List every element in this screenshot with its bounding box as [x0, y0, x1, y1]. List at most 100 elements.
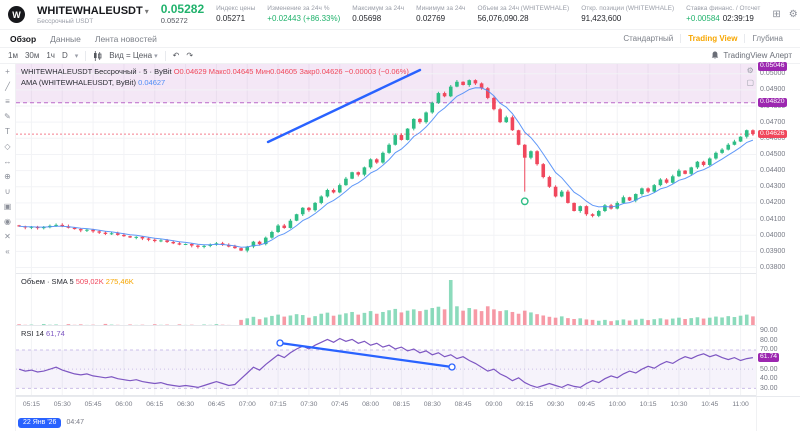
stat-open-interest: Откр. позиции (WHITEWHALE) 91,423,600: [581, 5, 675, 23]
time-axis-label: 08:30: [423, 401, 441, 408]
tab-overview[interactable]: Обзор: [10, 33, 37, 44]
rsi-axis-label: 70.00: [760, 346, 778, 354]
tool-remove-drawings-icon[interactable]: ✕: [4, 232, 11, 241]
time-axis-label: 07:00: [238, 401, 256, 408]
tool-magnet-icon[interactable]: ∪: [4, 187, 11, 196]
time-axis-label: 11:00: [732, 401, 749, 408]
timeframe-more-chevron-icon[interactable]: ▾: [74, 52, 79, 60]
toolbar-divider: [164, 50, 166, 61]
gear-icon[interactable]: ⚙: [788, 9, 798, 20]
go-to-date-badge[interactable]: 22 Янв '26: [18, 417, 62, 428]
time-axis-label: 07:30: [300, 401, 318, 408]
tool-crosshair-icon[interactable]: +: [5, 67, 10, 76]
ama-legend: AMA (WHITEWHALEUSDT, ByBit) 0.04627: [21, 78, 166, 87]
chevron-down-icon: ▾: [144, 6, 149, 16]
time-axis-label: 10:45: [701, 401, 719, 408]
time-axis-label: 06:30: [177, 401, 195, 408]
time-axis-label: 06:00: [115, 401, 133, 408]
volume-legend: Объем · SMA 5 509,02K 275,46K: [21, 277, 134, 286]
toolbar-divider: [85, 50, 87, 61]
price-axis-label: 0.04000: [760, 231, 786, 239]
tool-brush-icon[interactable]: ✎: [4, 112, 11, 121]
axis-separator: [756, 396, 800, 397]
price-axis-label: 0.03900: [760, 247, 786, 255]
tool-text-tool-icon[interactable]: T: [5, 127, 10, 136]
layout-grid-icon[interactable]: ⊞: [772, 9, 781, 20]
stat-index-price: Индекс цены 0.05271: [216, 5, 256, 23]
time-axis[interactable]: 05:15 05:30 05:45 06:00 06:15 06:30 06:45 07:00…: [16, 396, 756, 414]
stat-24h-low: Минимум за 24ч 0.02769: [416, 5, 466, 23]
legend-symbol: WHITEWHALEUSDT Бессрочный · 5 · ByBit: [21, 67, 172, 76]
time-axis-label: 09:00: [485, 401, 503, 408]
tradingview-alert-button[interactable]: TradingView Алерт: [711, 51, 792, 60]
chevron-down-icon: ▾: [154, 52, 158, 60]
chart-plot[interactable]: 05:15 05:30 05:45 06:00 06:15 06:30 06:45 07:00…: [16, 64, 756, 431]
view-tabs: Обзор Данные Лента новостей Стандартный …: [0, 30, 800, 48]
time-axis-label: 09:30: [547, 401, 565, 408]
time-axis-label: 06:45: [207, 401, 225, 408]
price-axis-label: 0.04200: [760, 199, 786, 207]
price-axis-label: 0.04100: [760, 215, 786, 223]
timeframe-1m[interactable]: 1м: [8, 51, 18, 60]
mark-price: 0.05272: [160, 16, 188, 26]
tool-measure-icon[interactable]: ↔: [3, 157, 12, 166]
coin-logo: W: [8, 6, 25, 23]
funding-countdown: 02:39:19: [722, 13, 754, 23]
rsi-axis-label: 40.00: [760, 375, 778, 383]
time-axis-label: 10:30: [670, 401, 688, 408]
time-axis-label: 10:15: [639, 401, 657, 408]
tool-trend-line-icon[interactable]: ╱: [5, 82, 10, 91]
symbol-header: W WHITEWHALEUSDT ▾ Бессрочный USDT 0.0528…: [0, 0, 800, 30]
chart-toolbar: 1м 30м 1ч D ▾ Вид = Цена ▾ ↶ ↷ TradingVi…: [0, 48, 800, 64]
tool-zoom-in-icon[interactable]: ⊕: [4, 172, 11, 181]
price-axis-label: 0.03800: [760, 264, 786, 272]
timeframe-30m[interactable]: 30м: [24, 51, 40, 60]
last-price-block: 0.05282 0.05272: [160, 2, 204, 26]
style-selector[interactable]: Вид = Цена ▾: [109, 51, 158, 60]
price-scale[interactable]: 0.050000.049000.048000.047000.046000.045…: [756, 61, 800, 431]
symbol-selector[interactable]: WHITEWHALEUSDT ▾ Бессрочный USDT: [37, 5, 149, 25]
time-axis-label: 09:45: [577, 401, 595, 408]
tab-news-feed[interactable]: Лента новостей: [94, 33, 157, 44]
time-axis-label: 07:15: [269, 401, 287, 408]
chart-mode-depth[interactable]: Глубина: [744, 34, 790, 43]
tab-data[interactable]: Данные: [50, 33, 81, 44]
symbol-name: WHITEWHALEUSDT: [37, 4, 143, 17]
undo-icon[interactable]: ↶: [172, 51, 180, 60]
chart-mode-standard[interactable]: Стандартный: [623, 34, 674, 43]
timeframe-1d[interactable]: D: [61, 51, 68, 60]
funding-rate: +0.00584: [686, 13, 720, 23]
tool-collapse-toolbar-icon[interactable]: «: [5, 247, 10, 256]
tool-hide-drawings-icon[interactable]: ◉: [4, 217, 11, 226]
volume-sma-value: 275,46K: [105, 277, 134, 286]
fullscreen-icon[interactable]: ▢: [746, 78, 754, 87]
candle-style-icon[interactable]: [93, 50, 102, 61]
drawing-toolbar: + ╱ ≡ ✎ T ◇ ↔ ⊕ ∪ ▣ ◉ ✕ «: [0, 64, 16, 431]
rsi-value: 61,74: [46, 329, 65, 338]
time-axis-label: 09:15: [516, 401, 534, 408]
camera-snapshot-icon[interactable]: ⚙: [746, 66, 754, 75]
zone-price-tag: 0.04820: [758, 98, 787, 108]
price-axis-label: 0.04500: [760, 150, 786, 158]
time-axis-label: 05:30: [53, 401, 71, 408]
price-axis-label: 0.04400: [760, 167, 786, 175]
timeframe-1h[interactable]: 1ч: [46, 51, 55, 60]
price-pane[interactable]: [16, 64, 756, 274]
tool-shapes-icon[interactable]: ◇: [4, 142, 11, 151]
volume-value: 509,02K: [75, 277, 104, 286]
bell-icon: [712, 51, 719, 59]
ama-value: 0.04627: [138, 78, 166, 87]
price-axis-label: 0.05000: [760, 70, 786, 78]
chart-mode-tradingview[interactable]: Trading View: [680, 34, 744, 43]
time-axis-label: 07:45: [331, 401, 349, 408]
volume-pane[interactable]: [16, 274, 756, 326]
tool-fib-retracement-icon[interactable]: ≡: [5, 97, 10, 106]
redo-icon[interactable]: ↷: [186, 51, 194, 60]
stat-24h-change: Изменение за 24ч % +0.02443 (+86.33%): [267, 5, 341, 23]
time-axis-label: 08:00: [362, 401, 380, 408]
time-axis-label: 05:45: [84, 401, 102, 408]
rsi-pane[interactable]: [16, 326, 756, 396]
chart-area: + ╱ ≡ ✎ T ◇ ↔ ⊕ ∪ ▣ ◉ ✕ « 05:15 05:30 05:45 06:00 06:15 0…: [0, 61, 800, 431]
tool-lock-drawings-icon[interactable]: ▣: [3, 202, 12, 211]
